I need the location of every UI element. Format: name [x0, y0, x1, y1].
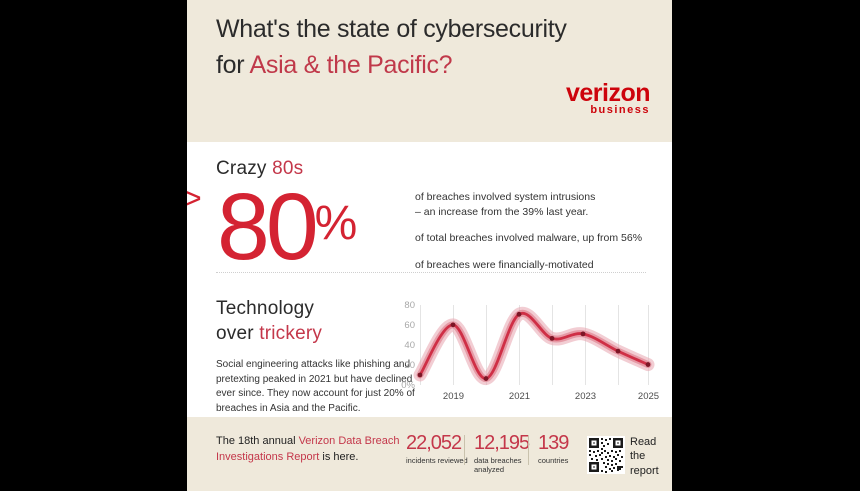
svg-text:2021: 2021 — [509, 391, 530, 402]
svg-text:2025: 2025 — [638, 391, 659, 402]
svg-text:20: 20 — [404, 360, 415, 371]
svg-text:80: 80 — [404, 300, 415, 311]
svg-text:40: 40 — [404, 340, 415, 351]
svg-text:2023: 2023 — [575, 391, 596, 402]
svg-text:60: 60 — [404, 320, 415, 331]
svg-text:2019: 2019 — [443, 391, 464, 402]
svg-text:0%: 0% — [401, 380, 415, 391]
